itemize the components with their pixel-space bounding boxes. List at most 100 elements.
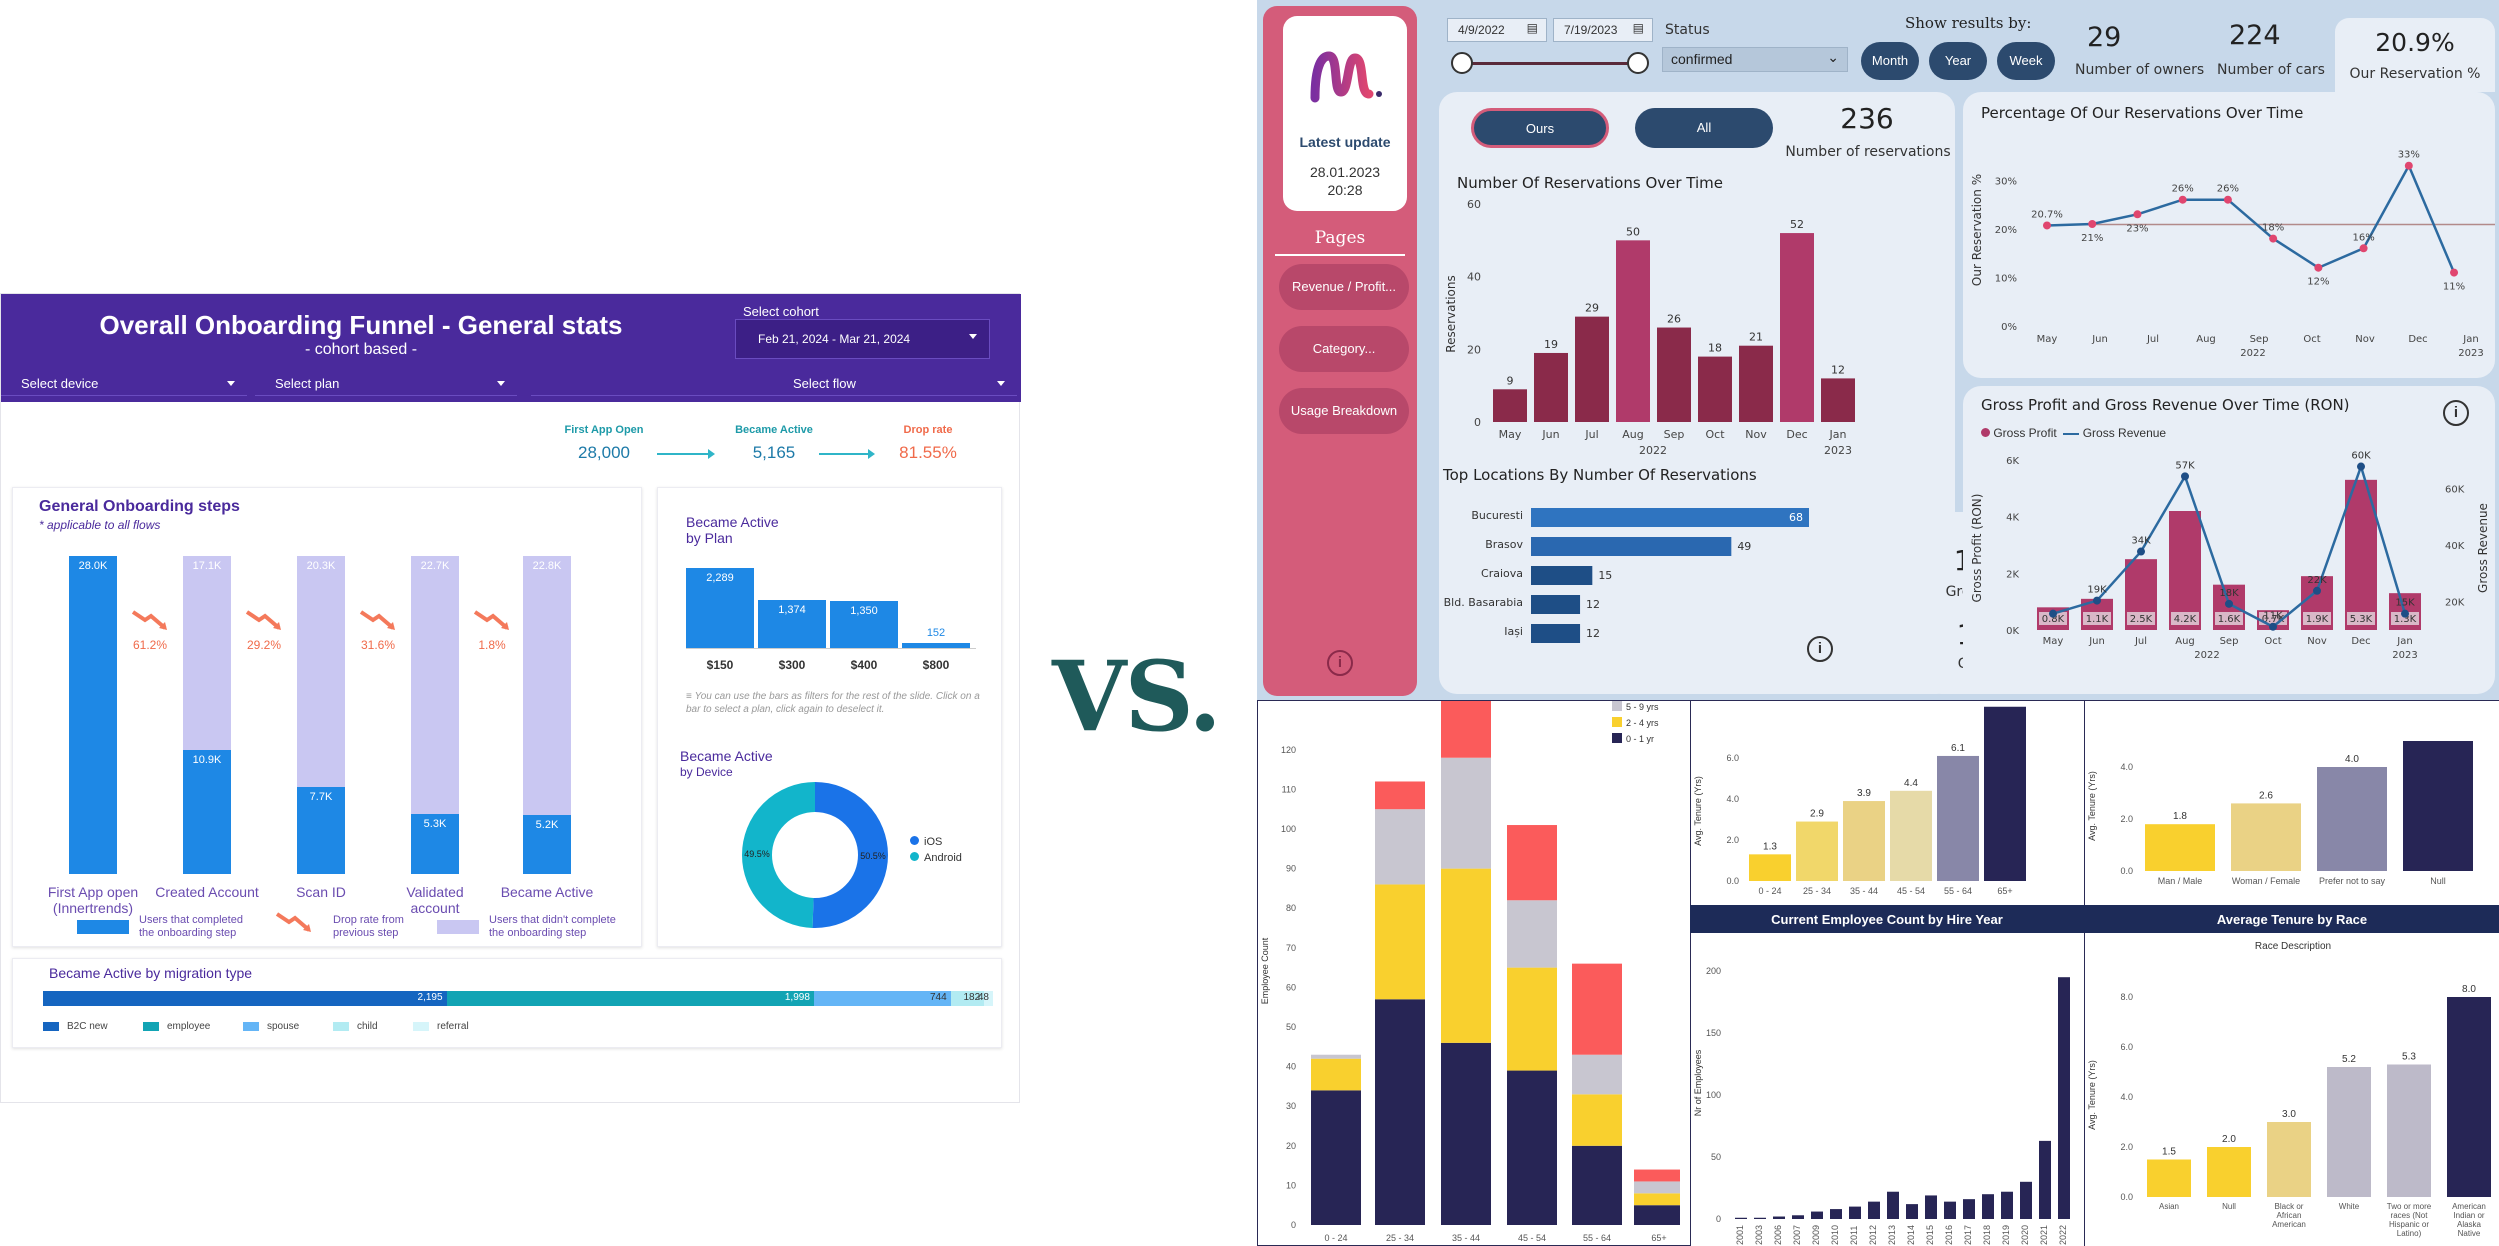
bar <box>1843 801 1885 881</box>
pct-point-label: 12% <box>2307 277 2329 288</box>
profit-label-bg <box>2171 612 2199 625</box>
legend-label: spouse <box>267 1021 300 1032</box>
migration-legend-item: child <box>333 1021 378 1032</box>
tenure-by-race-chart: Avg. Tenure (Yrs) 0.0 2.0 4.0 6.0 8.0 1.5 Asian… <box>2087 984 2491 1238</box>
x-tick: Black or <box>2275 1202 2304 1211</box>
cohort-select[interactable]: Feb 21, 2024 - Mar 21, 2024 <box>735 319 990 359</box>
pct-point-label: 26% <box>2217 184 2239 195</box>
age-legend-label: 2 - 4 yrs <box>1626 718 1659 728</box>
status-select[interactable]: confirmed ⌄ <box>1662 47 1848 72</box>
bar-total-label: 28.0K <box>78 560 108 572</box>
plan-bar <box>830 600 898 648</box>
legend-completed-swatch <box>77 920 129 934</box>
bar-value-label: 2.6 <box>2259 790 2273 801</box>
pct-point-label: 16% <box>2352 232 2374 243</box>
bar <box>2231 803 2301 871</box>
y-tick: 8.0 <box>2120 992 2133 1002</box>
pct-series-line <box>2046 162 2456 274</box>
age-stack-segment <box>1375 809 1425 885</box>
profit-x-tick: Oct <box>2264 636 2281 647</box>
pct-point <box>2088 220 2097 228</box>
profit-y-axis-label: Gross Profit (RON) <box>1970 494 1984 603</box>
page-button-usage[interactable]: Usage Breakdown <box>1279 388 1409 434</box>
revenue-point-label: 15K <box>2395 598 2415 609</box>
date-from-input[interactable]: 4/9/2022 ▤ <box>1447 18 1547 42</box>
period-button-week[interactable]: Week <box>1997 42 2055 80</box>
plan-filter[interactable]: Select plan <box>255 372 517 396</box>
onboarding-dashboard: Overall Onboarding Funnel - General stat… <box>0 293 1021 1103</box>
step-label: Became Active <box>500 884 594 900</box>
kpi-drop-label: Drop rate <box>903 424 953 436</box>
period-button-year[interactable]: Year <box>1929 42 1987 80</box>
bar <box>2147 1159 2191 1197</box>
hire-x-tick: 2007 <box>1792 1225 1802 1245</box>
revenue-point-label: 19K <box>2087 585 2107 596</box>
migration-segment: 744 <box>813 991 951 1006</box>
legend-line-revenue <box>2063 432 2080 435</box>
profit-bar-label: 0.8K <box>2042 614 2065 625</box>
res-bar-label: 12 <box>1831 363 1845 376</box>
pct-point <box>2450 268 2459 277</box>
profit-x-tick: Sep <box>2220 636 2239 647</box>
date-slider-handle-start[interactable] <box>1451 52 1473 74</box>
y-tick: 6.0 <box>1726 753 1739 763</box>
hire-bar <box>1925 1195 1937 1219</box>
bar-completed <box>183 750 231 874</box>
x-tick: Latino) <box>2397 1229 2422 1238</box>
drop-trend-icon <box>131 608 181 632</box>
legend-dot <box>910 852 919 861</box>
drop-rate-label: 1.8% <box>478 638 506 652</box>
age-stack-segment <box>1441 868 1491 1043</box>
age-x-tick: 45 - 54 <box>1518 1233 1546 1243</box>
bar <box>2207 1147 2251 1197</box>
age-stack-segment <box>1441 1042 1491 1225</box>
drop-trend-icon <box>359 608 409 632</box>
hire-x-tick: 2006 <box>1773 1225 1783 1245</box>
page-button-revenue[interactable]: Revenue / Profit... <box>1279 264 1409 310</box>
bar <box>2387 1064 2431 1197</box>
pct-point-label: 33% <box>2398 150 2420 161</box>
legend-not-completed-text: Users that didn't complete the onboardin… <box>489 914 616 939</box>
flow-filter[interactable]: Select flow <box>531 372 1017 396</box>
revenue-point <box>2401 609 2409 618</box>
profit-bar-label: 2.5K <box>2130 614 2153 625</box>
race-chart-title: Average Tenure by Race <box>2084 905 2499 933</box>
date-to-input[interactable]: 7/19/2023 ▤ <box>1553 18 1653 42</box>
legend-label: B2C new <box>67 1021 108 1032</box>
profit-bar <box>2169 511 2201 630</box>
age-legend-label: 0 - 1 yr <box>1626 734 1654 744</box>
hire-x-tick: 2012 <box>1868 1225 1878 1245</box>
info-icon[interactable]: i <box>2443 400 2469 426</box>
device-filter[interactable]: Select device <box>1 372 247 396</box>
profit-x-tick: Jul <box>2134 636 2147 647</box>
plan-bar-label: 152 <box>926 626 946 639</box>
hire-y-axis-label: Nr of Employees <box>1693 1049 1703 1116</box>
age-y-tick: 120 <box>1281 745 1296 755</box>
res-bar-label: 9 <box>1507 374 1514 387</box>
y-tick: 4.0 <box>2120 1092 2133 1102</box>
age-y-tick: 70 <box>1286 943 1296 953</box>
pct-x-tick: Nov <box>2355 334 2375 345</box>
period-button-month[interactable]: Month <box>1861 42 1919 80</box>
age-y-tick: 50 <box>1286 1022 1296 1032</box>
status-value: confirmed <box>1671 51 1733 67</box>
info-icon[interactable]: i <box>1807 636 1833 662</box>
info-icon[interactable]: i <box>1327 650 1353 676</box>
toggle-ours[interactable]: Ours <box>1471 108 1609 148</box>
page-button-category[interactable]: Category... <box>1279 326 1409 372</box>
legend-swatch <box>143 1021 159 1031</box>
toggle-all[interactable]: All <box>1635 108 1773 148</box>
bar-value-label: 5.3 <box>2402 1052 2416 1063</box>
res-bar <box>1698 356 1732 422</box>
date-slider-handle-end[interactable] <box>1627 52 1649 74</box>
tenure-by-gender-chart: Avg. Tenure (Yrs) 0.0 2.0 4.0 1.8 Man / Male 2… <box>2087 741 2473 886</box>
y-tick: 0.0 <box>2120 866 2133 876</box>
res-y-axis-label: Reservations <box>1444 275 1458 352</box>
age-stack-segment <box>1441 701 1491 758</box>
x-tick: Alaska <box>2457 1220 2482 1229</box>
age-legend-swatch <box>1612 701 1622 711</box>
revenue-point <box>2225 599 2233 608</box>
date-to-value: 7/19/2023 <box>1564 23 1618 37</box>
pct-point <box>2269 234 2278 243</box>
y-axis-label: Avg. Tenure (Yrs) <box>1693 776 1703 846</box>
